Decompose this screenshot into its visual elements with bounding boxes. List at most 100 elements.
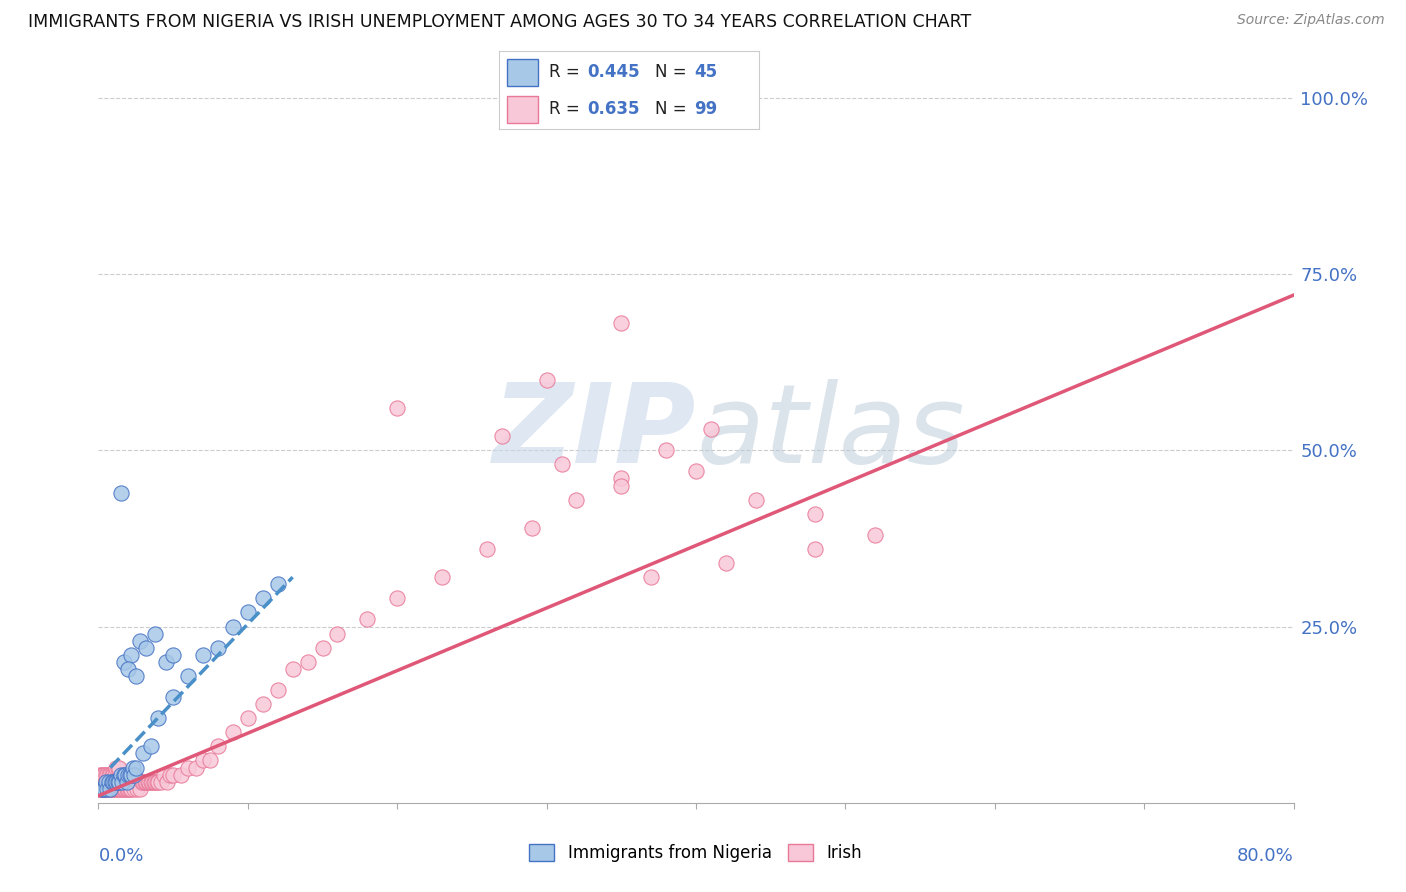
FancyBboxPatch shape [508, 59, 538, 87]
Text: Source: ZipAtlas.com: Source: ZipAtlas.com [1237, 13, 1385, 28]
Point [108, 774, 131, 789]
Point [177, 760, 200, 774]
Point [804, 507, 827, 521]
Point [714, 556, 737, 570]
Point [125, 760, 148, 774]
Point [98, 774, 122, 789]
Point [120, 767, 142, 781]
Point [520, 521, 543, 535]
Text: N =: N = [655, 63, 692, 81]
Point [177, 669, 200, 683]
Point [110, 485, 132, 500]
Point [117, 781, 139, 796]
Text: ZIP: ZIP [492, 379, 696, 486]
Point [655, 443, 678, 458]
Point [97, 774, 120, 789]
Point [125, 774, 148, 789]
Point [150, 774, 173, 789]
Point [136, 774, 159, 789]
Point [105, 760, 128, 774]
Point [207, 739, 229, 754]
Point [267, 683, 290, 698]
Point [107, 767, 129, 781]
Point [110, 767, 132, 781]
Point [103, 774, 125, 789]
Point [145, 774, 167, 789]
Point [385, 401, 409, 415]
Point [222, 619, 245, 633]
Point [132, 774, 155, 789]
Point [112, 781, 135, 796]
Point [94, 774, 117, 789]
Point [252, 591, 274, 606]
Text: 80.0%: 80.0% [1237, 847, 1294, 865]
Point [90, 767, 112, 781]
Text: 45: 45 [695, 63, 717, 81]
Point [162, 648, 184, 662]
Point [105, 767, 128, 781]
Point [252, 697, 274, 711]
Point [128, 774, 150, 789]
Point [101, 781, 124, 796]
Point [104, 767, 127, 781]
Point [134, 774, 156, 789]
Point [115, 774, 138, 789]
Text: 99: 99 [695, 100, 717, 118]
Point [142, 774, 165, 789]
Point [111, 781, 134, 796]
Point [112, 655, 135, 669]
Point [90, 781, 112, 796]
Point [90, 774, 112, 789]
Point [94, 781, 117, 796]
Point [132, 747, 155, 761]
Point [125, 669, 148, 683]
Point [93, 781, 115, 796]
Point [117, 767, 139, 781]
Point [143, 774, 166, 789]
Point [93, 767, 115, 781]
Point [162, 767, 184, 781]
Point [155, 655, 177, 669]
Point [97, 767, 120, 781]
Point [97, 781, 120, 796]
Point [98, 767, 122, 781]
Point [311, 640, 333, 655]
Point [385, 591, 409, 606]
Point [91, 767, 114, 781]
Point [89, 767, 111, 781]
Point [89, 774, 111, 789]
Point [640, 570, 662, 584]
Point [139, 739, 162, 754]
Point [93, 774, 115, 789]
Point [101, 774, 124, 789]
Point [115, 781, 138, 796]
Text: 0.635: 0.635 [588, 100, 640, 118]
Point [610, 471, 633, 485]
Point [124, 781, 146, 796]
Point [207, 640, 229, 655]
Point [430, 570, 453, 584]
Point [97, 774, 120, 789]
Point [281, 662, 304, 676]
Text: 0.445: 0.445 [588, 63, 640, 81]
Point [103, 774, 125, 789]
Point [297, 655, 319, 669]
Point [138, 774, 160, 789]
Point [91, 781, 114, 796]
Point [745, 492, 768, 507]
Point [685, 464, 707, 478]
Point [267, 577, 290, 591]
Point [111, 774, 134, 789]
Point [153, 767, 176, 781]
Point [236, 711, 259, 725]
Point [93, 781, 115, 796]
Point [104, 774, 127, 789]
Legend: Immigrants from Nigeria, Irish: Immigrants from Nigeria, Irish [523, 837, 869, 869]
Text: R =: R = [548, 100, 585, 118]
Point [356, 612, 378, 626]
Point [141, 774, 163, 789]
Text: R =: R = [548, 63, 585, 81]
Point [108, 767, 131, 781]
Point [135, 774, 157, 789]
Point [200, 754, 222, 768]
